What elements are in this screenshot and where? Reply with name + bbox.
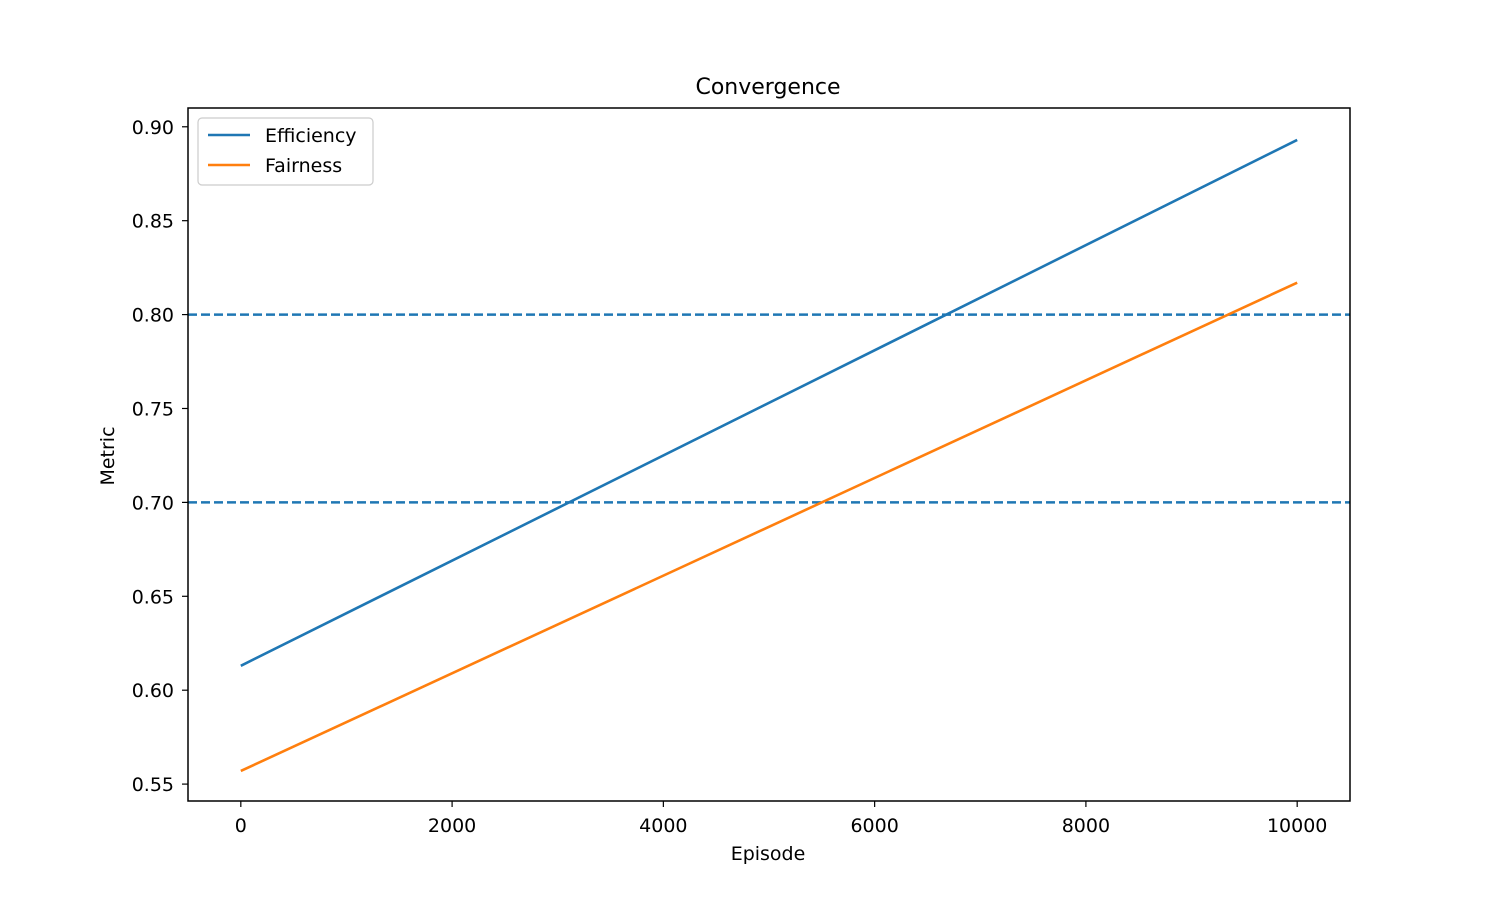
y-tick-label: 0.80 [132, 305, 174, 327]
y-tick-label: 0.75 [132, 398, 174, 420]
chart-title: Convergence [695, 75, 840, 100]
y-tick-label: 0.90 [132, 117, 174, 139]
x-tick-label: 4000 [639, 815, 687, 837]
y-tick-label: 0.60 [132, 680, 174, 702]
y-tick-label: 0.85 [132, 211, 174, 233]
x-axis: 0 2000 4000 6000 8000 10000 [235, 801, 1327, 837]
plot-area [188, 138, 1350, 773]
series-line-efficiency [240, 138, 1298, 667]
legend-label-efficiency: Efficiency [265, 125, 357, 147]
y-tick-label: 0.65 [132, 586, 174, 608]
x-tick-label: 10000 [1267, 815, 1327, 837]
legend: Efficiency Fairness [197, 117, 374, 186]
axes-frame [187, 107, 1351, 802]
series-line-fairness [240, 281, 1298, 773]
x-tick-label: 6000 [850, 815, 898, 837]
y-axis: 0.55 0.60 0.65 0.70 0.75 0.80 0.85 0.90 [132, 117, 188, 796]
y-axis-label: Metric [97, 426, 119, 485]
x-axis-label: Episode [731, 843, 806, 865]
y-tick-label: 0.55 [132, 774, 174, 796]
y-tick-label: 0.70 [132, 492, 174, 514]
x-tick-label: 0 [235, 815, 247, 837]
legend-label-fairness: Fairness [265, 155, 342, 177]
x-tick-label: 2000 [428, 815, 476, 837]
x-tick-label: 8000 [1062, 815, 1110, 837]
